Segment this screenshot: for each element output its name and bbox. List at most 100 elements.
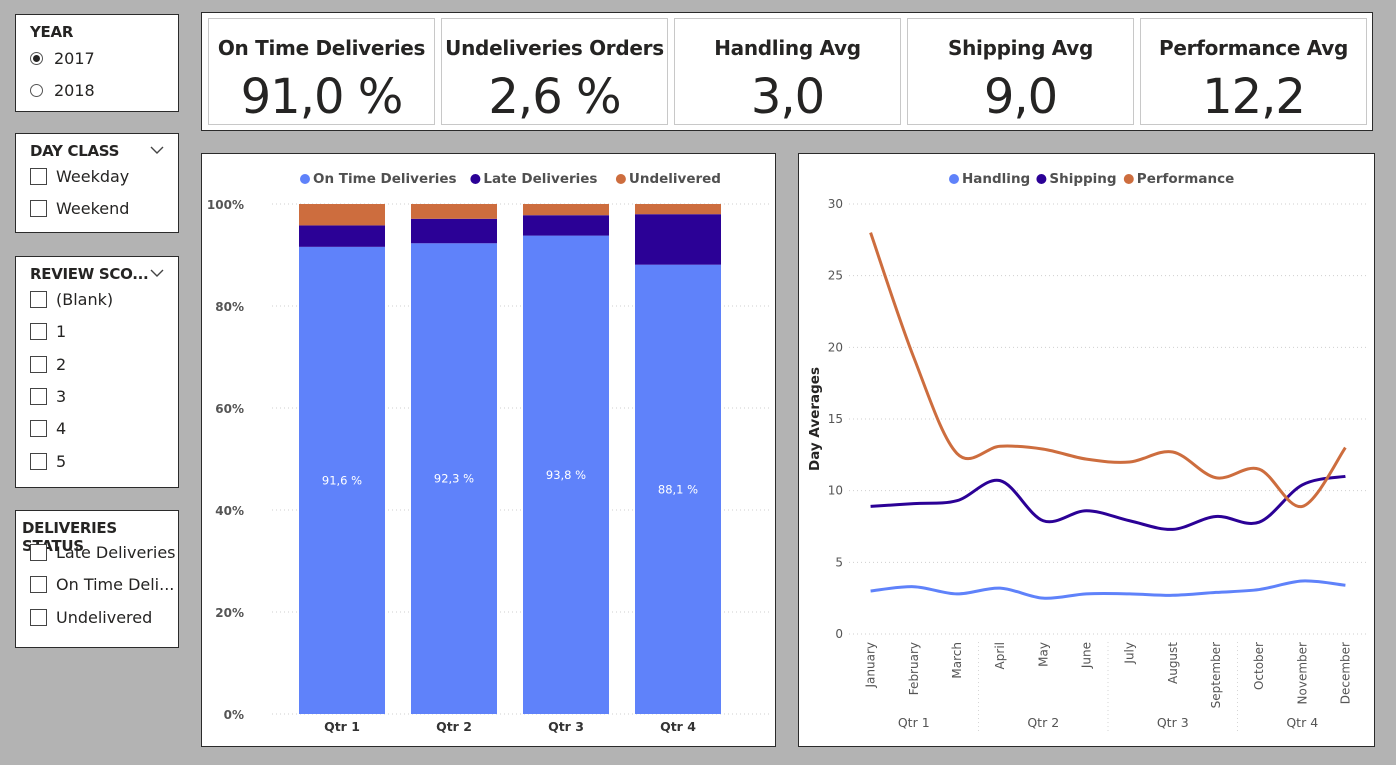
kpi-strip: On Time Deliveries 91,0 % Undeliveries O… [201, 12, 1373, 131]
bar-segment[interactable] [411, 243, 497, 714]
y-tick-label: 5 [835, 555, 843, 569]
bar-stack-qtr-2[interactable] [411, 204, 497, 714]
bar-data-label: 93,8 % [546, 468, 586, 482]
bar-stack-qtr-3[interactable] [523, 204, 609, 714]
legend-label: Shipping [1049, 171, 1116, 187]
bar-legend-item-0[interactable]: On Time Deliveries [300, 171, 457, 187]
review-option-3[interactable]: 3 [30, 387, 66, 406]
bar-segment[interactable] [299, 246, 385, 714]
bar-segment[interactable] [635, 214, 721, 265]
x-tick-label: April [993, 642, 1007, 669]
line-series-shipping[interactable] [870, 474, 1346, 531]
x-group-label: Qtr 4 [1286, 715, 1318, 730]
kpi-card-on-time[interactable]: On Time Deliveries 91,0 % [208, 18, 435, 125]
kpi-value: 2,6 % [488, 69, 621, 125]
day-class-slicer-title: DAY CLASS [30, 142, 120, 160]
chevron-down-icon[interactable] [150, 267, 164, 281]
review-option-label: 4 [56, 419, 67, 438]
y-tick-label: 30 [828, 197, 843, 211]
kpi-card-handling[interactable]: Handling Avg 3,0 [674, 18, 901, 125]
checkbox-icon[interactable] [30, 356, 47, 373]
review-score-slicer: REVIEW SCO... (Blank) 1 2 3 4 5 [15, 256, 179, 488]
deliveries-bar-chart-panel[interactable]: On Time Deliveries Late Deliveries Undeliv… [201, 153, 776, 747]
x-tick-label: December [1338, 642, 1352, 704]
x-tick-label: November [1295, 642, 1309, 704]
bar-segment[interactable] [299, 225, 385, 247]
checkbox-icon[interactable] [30, 168, 47, 185]
kpi-label: Performance Avg [1159, 36, 1348, 60]
y-tick-label: 20 [828, 340, 843, 354]
status-option-undelivered[interactable]: Undelivered [30, 608, 152, 627]
checkbox-icon[interactable] [30, 200, 47, 217]
review-option-4[interactable]: 4 [30, 419, 66, 438]
kpi-card-shipping[interactable]: Shipping Avg 9,0 [907, 18, 1134, 125]
legend-label: On Time Deliveries [313, 171, 457, 187]
radio-unselected-icon[interactable] [30, 84, 43, 97]
deliveries-bar-chart[interactable]: On Time Deliveries Late Deliveries Undeliv… [202, 154, 775, 746]
y-tick-label: 0% [224, 708, 244, 722]
checkbox-icon[interactable] [30, 609, 47, 626]
bar-segment[interactable] [411, 204, 497, 219]
line-legend-item-1[interactable]: Shipping [1036, 171, 1117, 187]
legend-marker [1036, 174, 1047, 184]
bar-segment[interactable] [523, 235, 609, 714]
year-option-2018[interactable]: 2018 [30, 81, 95, 100]
line-legend-item-0[interactable]: Handling [949, 171, 1030, 187]
day-averages-line-chart[interactable]: Handling Shipping Performance 0 5 10 15 20 25 30 D… [799, 154, 1374, 746]
legend-label: Handling [962, 171, 1030, 187]
legend-label: Performance [1137, 171, 1234, 187]
y-tick-label: 40% [215, 504, 244, 518]
checkbox-icon[interactable] [30, 453, 47, 470]
checkbox-icon[interactable] [30, 576, 47, 593]
bar-legend-item-1[interactable]: Late Deliveries [470, 171, 597, 187]
kpi-value: 12,2 [1202, 69, 1306, 125]
legend-marker [470, 174, 481, 184]
kpi-label: On Time Deliveries [217, 36, 426, 60]
bar-segment[interactable] [411, 218, 497, 244]
bar-segment[interactable] [523, 204, 609, 216]
status-option-label: Late Deliveries [56, 543, 176, 562]
status-option-late[interactable]: Late Deliveries [30, 543, 176, 562]
x-tick-label: Qtr 3 [548, 719, 584, 734]
review-option-2[interactable]: 2 [30, 355, 66, 374]
review-option-blank[interactable]: (Blank) [30, 290, 113, 309]
checkbox-icon[interactable] [30, 388, 47, 405]
checkbox-icon[interactable] [30, 323, 47, 340]
line-series-performance[interactable] [869, 232, 1347, 508]
year-option-label: 2018 [54, 81, 95, 100]
y-tick-label: 100% [207, 198, 244, 212]
kpi-label: Shipping Avg [947, 36, 1094, 60]
x-tick-label: June [1079, 642, 1093, 669]
bar-segment[interactable] [299, 204, 385, 226]
bar-stack-qtr-1[interactable] [299, 204, 385, 714]
day-class-option-label: Weekend [56, 199, 130, 218]
year-slicer-title: YEAR [30, 23, 74, 41]
bar-segment[interactable] [635, 264, 721, 714]
x-tick-label: Qtr 4 [660, 719, 696, 734]
line-series-handling[interactable] [870, 579, 1346, 600]
x-group-label: Qtr 3 [1157, 715, 1189, 730]
bar-legend-item-2[interactable]: Undelivered [615, 171, 721, 187]
bar-segment[interactable] [523, 215, 609, 236]
x-tick-label: September [1209, 642, 1223, 708]
radio-selected-icon[interactable] [30, 52, 43, 65]
day-averages-line-chart-panel[interactable]: Handling Shipping Performance 0 5 10 15 20 25 30 D… [798, 153, 1375, 747]
checkbox-icon[interactable] [30, 544, 47, 561]
day-class-option-weekend[interactable]: Weekend [30, 199, 129, 218]
status-option-on-time[interactable]: On Time Deli... [30, 575, 174, 594]
year-option-2017[interactable]: 2017 [30, 49, 95, 68]
legend-label: Late Deliveries [483, 171, 597, 187]
chevron-down-icon[interactable] [150, 144, 164, 158]
bar-stack-qtr-4[interactable] [635, 204, 721, 714]
kpi-card-performance[interactable]: Performance Avg 12,2 [1140, 18, 1367, 125]
checkbox-icon[interactable] [30, 291, 47, 308]
day-class-option-weekday[interactable]: Weekday [30, 167, 129, 186]
kpi-card-undeliveries[interactable]: Undeliveries Orders 2,6 % [441, 18, 668, 125]
review-option-5[interactable]: 5 [30, 452, 66, 471]
review-option-1[interactable]: 1 [30, 322, 66, 341]
line-legend-item-2[interactable]: Performance [1123, 171, 1234, 187]
checkbox-icon[interactable] [30, 420, 47, 437]
review-option-label: 2 [56, 355, 67, 374]
x-group-label: Qtr 2 [1027, 715, 1059, 730]
bar-segment[interactable] [635, 204, 721, 215]
